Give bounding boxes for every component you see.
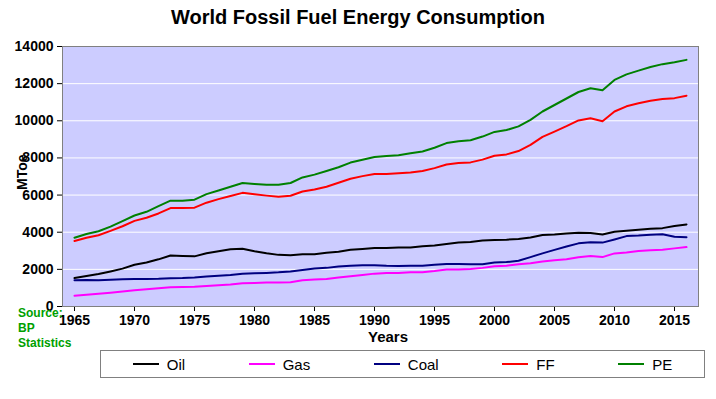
svg-text:1970: 1970 xyxy=(119,312,150,328)
svg-text:1990: 1990 xyxy=(359,312,390,328)
svg-text:1995: 1995 xyxy=(419,312,450,328)
svg-text:2005: 2005 xyxy=(539,312,570,328)
svg-text:10000: 10000 xyxy=(15,112,54,128)
svg-text:12000: 12000 xyxy=(15,75,54,91)
svg-text:1965: 1965 xyxy=(59,312,90,328)
svg-text:14000: 14000 xyxy=(15,38,54,54)
svg-text:1985: 1985 xyxy=(299,312,330,328)
svg-text:2010: 2010 xyxy=(599,312,630,328)
svg-text:4000: 4000 xyxy=(22,224,53,240)
svg-text:1975: 1975 xyxy=(179,312,210,328)
svg-text:2000: 2000 xyxy=(479,312,510,328)
svg-text:1980: 1980 xyxy=(239,312,270,328)
svg-text:2015: 2015 xyxy=(659,312,690,328)
svg-text:2000: 2000 xyxy=(22,261,53,277)
